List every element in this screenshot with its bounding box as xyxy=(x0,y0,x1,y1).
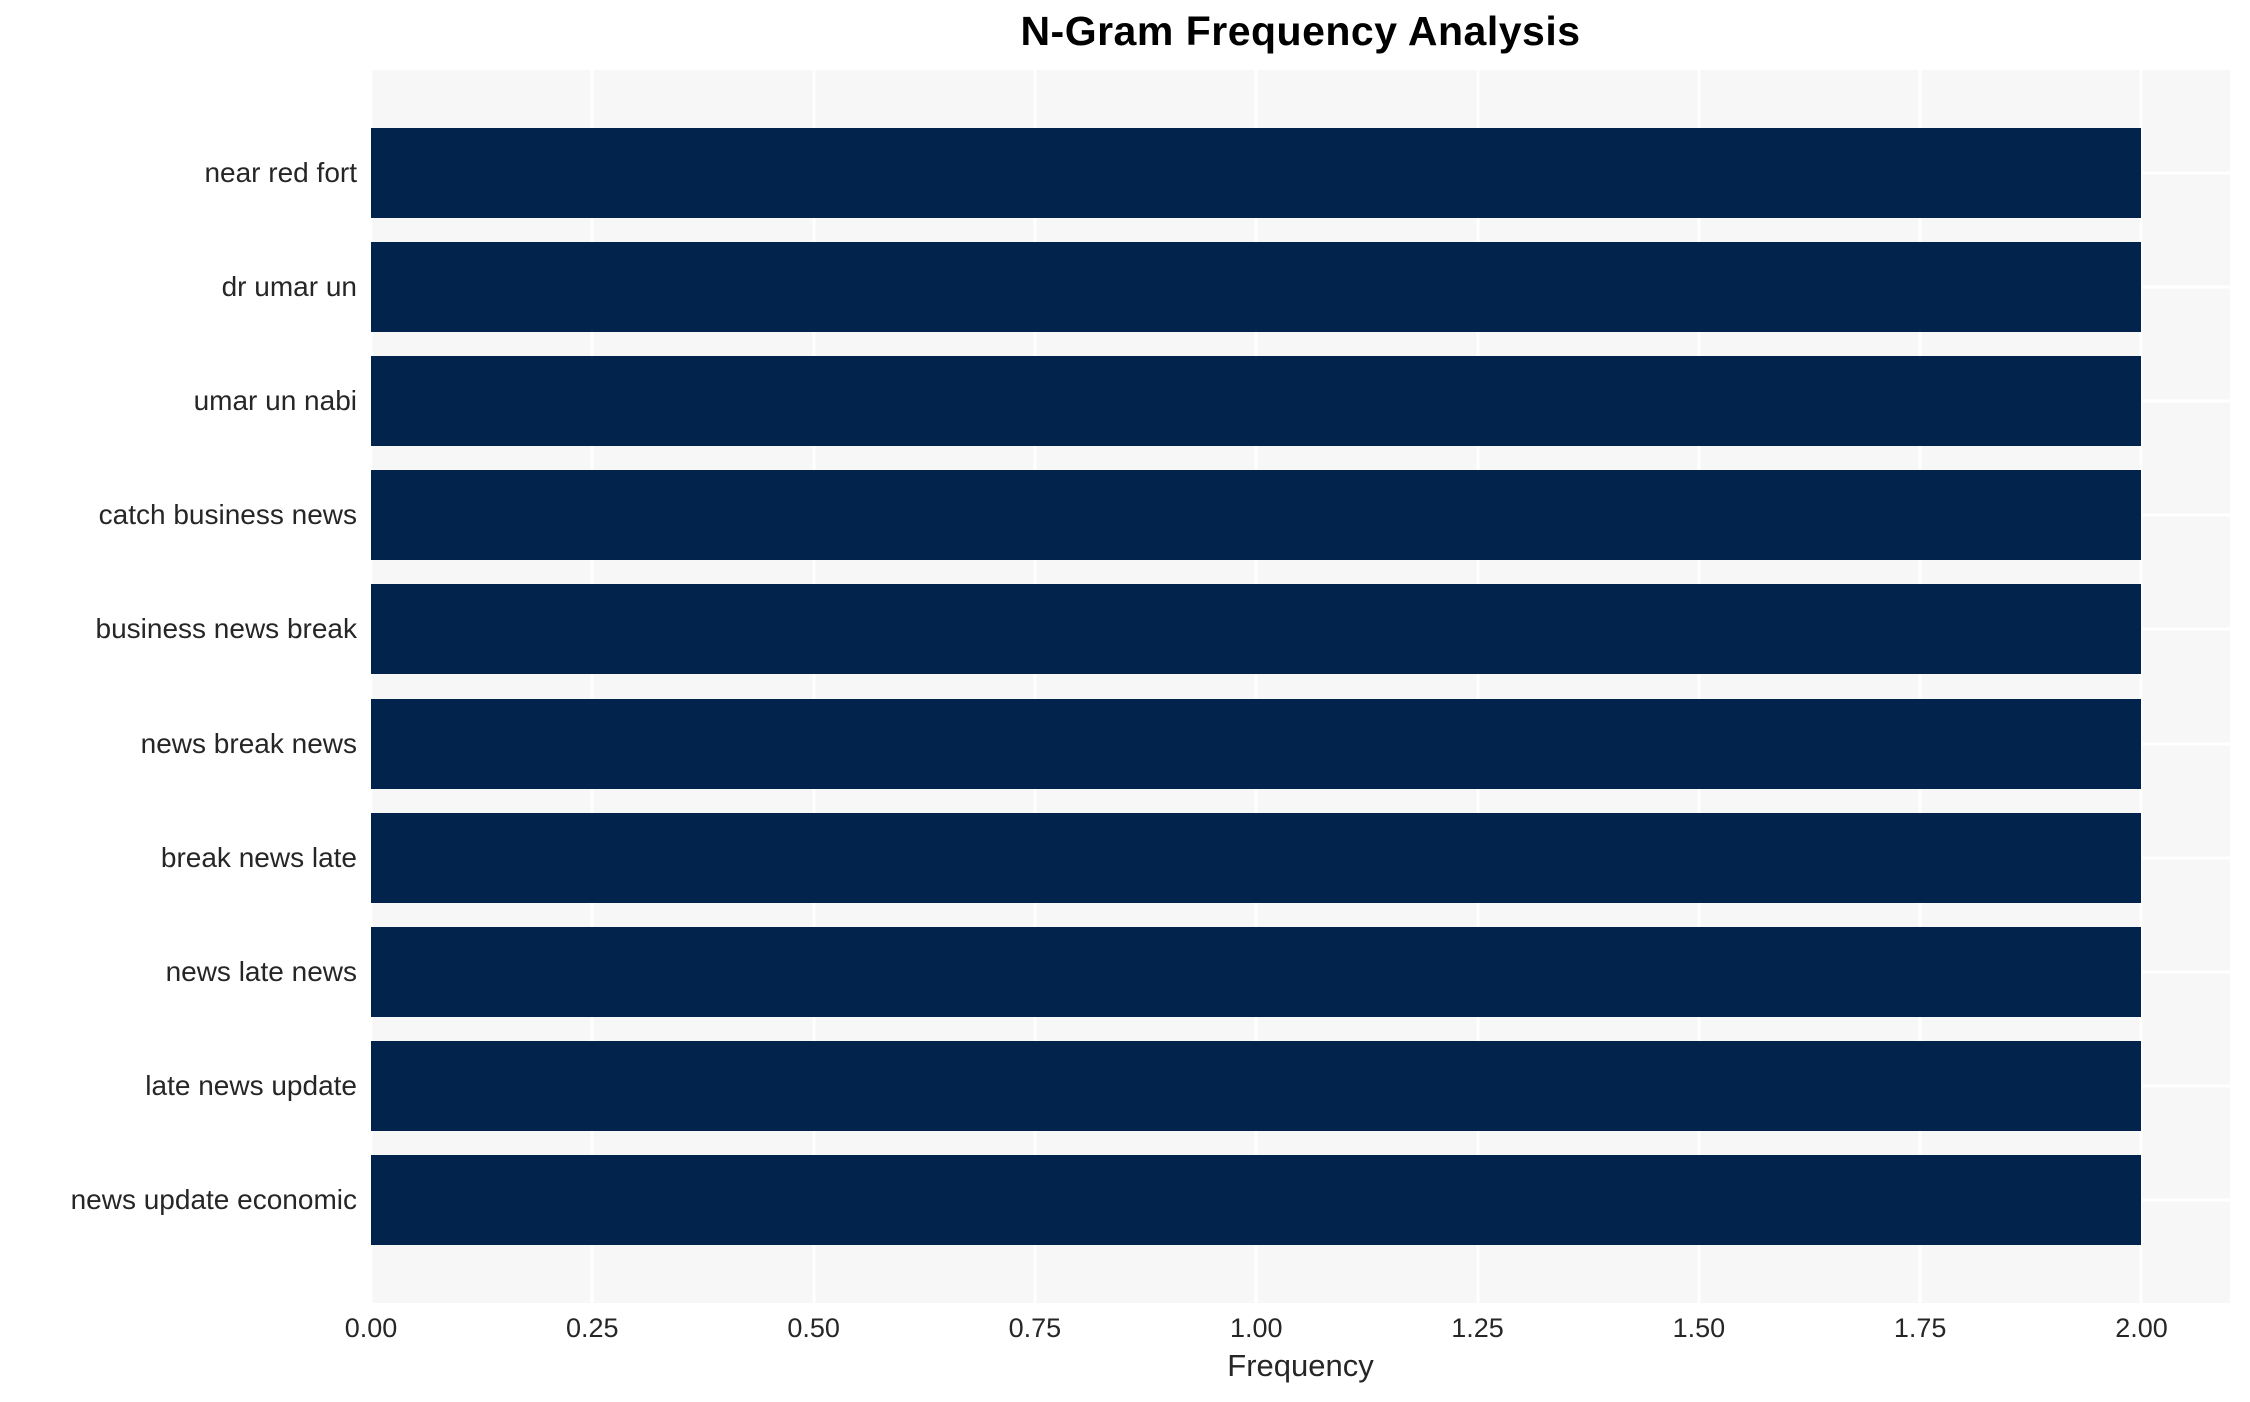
y-tick-label: business news break xyxy=(95,613,357,645)
plot-area xyxy=(369,70,2230,1303)
gridline-x xyxy=(1476,70,1480,1303)
x-tick-label: 0.75 xyxy=(1008,1313,1062,1343)
y-tick-label: break news late xyxy=(160,841,357,873)
bar xyxy=(371,470,2142,561)
y-tick-label: catch business news xyxy=(98,499,357,531)
bar xyxy=(371,242,2142,333)
x-tick-label: 1.00 xyxy=(1229,1313,1283,1343)
bar xyxy=(371,1040,2142,1131)
y-tick-label: near red fort xyxy=(204,157,357,188)
y-tick-label: news update economic xyxy=(70,1184,357,1215)
gridline-x xyxy=(590,70,594,1303)
y-tick-label: news late news xyxy=(165,955,357,987)
y-tick-label: umar un nabi xyxy=(193,385,357,417)
x-axis-title: Frequency xyxy=(1227,1348,1374,1383)
gridline-x xyxy=(812,70,816,1303)
x-tick-label: 1.50 xyxy=(1672,1313,1726,1343)
gridline-x xyxy=(2139,70,2143,1303)
bar xyxy=(371,1155,2142,1245)
y-tick-label: news break news xyxy=(140,727,357,759)
x-tick-label: 1.75 xyxy=(1893,1313,1947,1343)
gridline-x xyxy=(1254,70,1258,1303)
gridline-x xyxy=(369,70,373,1303)
bar xyxy=(371,584,2142,675)
y-tick-label: dr umar un xyxy=(221,271,357,303)
bar xyxy=(371,926,2142,1017)
x-tick-label: 2.00 xyxy=(2115,1313,2168,1343)
bar xyxy=(371,128,2142,218)
bar xyxy=(371,356,2142,447)
bar xyxy=(371,698,2142,789)
x-tick-label: 0.25 xyxy=(566,1313,619,1343)
gridline-x xyxy=(1918,70,1922,1303)
bar xyxy=(371,812,2142,903)
gridline-x xyxy=(1697,70,1701,1303)
chart-title: N-Gram Frequency Analysis xyxy=(1020,8,1581,54)
x-tick-label: 0.50 xyxy=(787,1313,840,1343)
x-tick-label: 1.25 xyxy=(1451,1313,1504,1343)
y-tick-label: late news update xyxy=(145,1069,357,1101)
gridline-x xyxy=(1033,70,1037,1303)
x-tick-label: 0.00 xyxy=(344,1313,398,1343)
